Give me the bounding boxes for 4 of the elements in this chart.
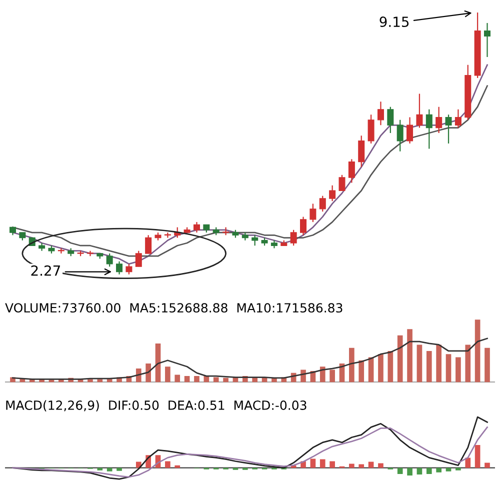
- chart-title: VOLUME:73760.00 MA5:152688.88 MA10:171586.83: [5, 303, 342, 313]
- annotation: 2.27: [31, 265, 60, 276]
- chart-title: MACD(12,26,9) DIF:0.50 DEA:0.51 MACD:-0.03: [6, 400, 306, 412]
- annotation: 9.15: [380, 16, 409, 28]
